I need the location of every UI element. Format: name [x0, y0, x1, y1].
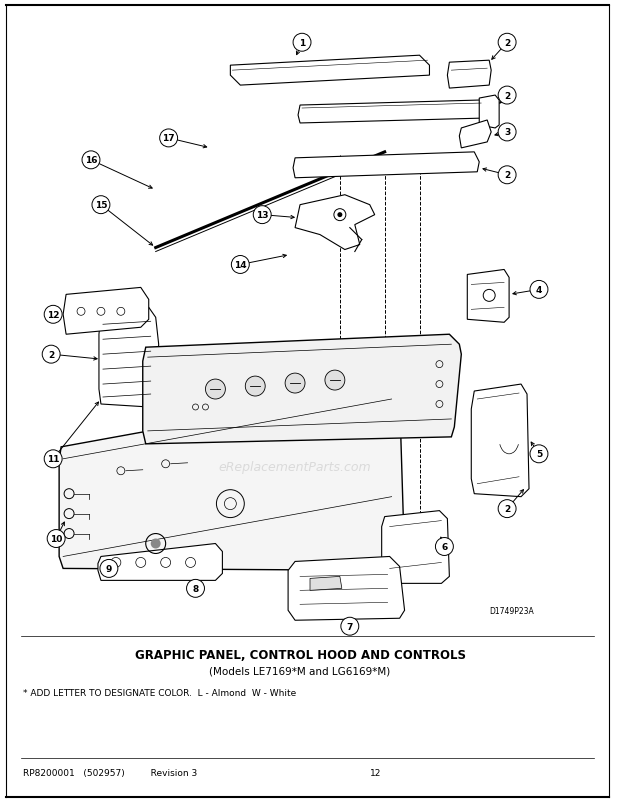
Circle shape: [44, 306, 62, 324]
Circle shape: [44, 450, 62, 468]
Polygon shape: [99, 308, 159, 407]
Text: 17: 17: [162, 134, 175, 143]
Circle shape: [205, 380, 226, 400]
Polygon shape: [382, 511, 450, 584]
Text: GRAPHIC PANEL, CONTROL HOOD AND CONTROLS: GRAPHIC PANEL, CONTROL HOOD AND CONTROLS: [135, 648, 466, 661]
Polygon shape: [98, 544, 223, 581]
Polygon shape: [298, 101, 487, 124]
Circle shape: [100, 560, 118, 577]
Text: D1749P23A: D1749P23A: [489, 606, 534, 616]
Polygon shape: [63, 288, 149, 335]
Text: 1: 1: [299, 39, 305, 47]
Circle shape: [435, 538, 453, 556]
Circle shape: [337, 213, 342, 218]
Polygon shape: [288, 556, 405, 621]
Polygon shape: [467, 270, 509, 323]
Text: 8: 8: [192, 584, 198, 593]
Circle shape: [47, 530, 65, 548]
Text: 12: 12: [370, 768, 381, 777]
Circle shape: [92, 197, 110, 214]
Circle shape: [187, 580, 205, 597]
Polygon shape: [143, 335, 461, 444]
Text: 2: 2: [504, 504, 510, 513]
Text: 2: 2: [504, 92, 510, 100]
Text: 9: 9: [106, 565, 112, 573]
Circle shape: [341, 618, 359, 635]
Polygon shape: [59, 388, 405, 571]
Polygon shape: [310, 577, 342, 591]
Polygon shape: [231, 56, 430, 86]
Circle shape: [42, 346, 60, 364]
Circle shape: [498, 35, 516, 52]
Circle shape: [253, 206, 271, 224]
Text: 15: 15: [95, 201, 107, 210]
Text: 13: 13: [256, 211, 268, 220]
Circle shape: [293, 35, 311, 52]
Text: eReplacementParts.com: eReplacementParts.com: [219, 461, 371, 474]
Text: 11: 11: [47, 454, 60, 463]
Circle shape: [231, 256, 249, 274]
Circle shape: [530, 446, 548, 463]
Polygon shape: [471, 385, 529, 497]
Polygon shape: [459, 120, 491, 149]
Circle shape: [498, 124, 516, 141]
Text: 7: 7: [347, 622, 353, 631]
Circle shape: [160, 130, 177, 148]
Text: 2: 2: [504, 171, 510, 180]
Circle shape: [246, 377, 265, 397]
Polygon shape: [448, 61, 491, 89]
Circle shape: [151, 539, 161, 548]
Circle shape: [82, 152, 100, 169]
Text: RP8200001   (502957)         Revision 3: RP8200001 (502957) Revision 3: [24, 768, 198, 777]
Polygon shape: [293, 153, 479, 178]
Circle shape: [498, 166, 516, 185]
Circle shape: [498, 87, 516, 105]
Circle shape: [285, 373, 305, 393]
Text: 4: 4: [536, 286, 542, 295]
Text: 12: 12: [47, 311, 60, 320]
Text: 5: 5: [536, 450, 542, 459]
Text: * ADD LETTER TO DESIGNATE COLOR.  L - Almond  W - White: * ADD LETTER TO DESIGNATE COLOR. L - Alm…: [24, 689, 296, 698]
Circle shape: [498, 500, 516, 518]
Text: 10: 10: [50, 534, 63, 544]
Text: 6: 6: [441, 542, 448, 552]
Text: 2: 2: [504, 39, 510, 47]
Text: 16: 16: [85, 156, 97, 165]
Circle shape: [325, 371, 345, 390]
Circle shape: [530, 281, 548, 299]
Text: (Models LE7169*M and LG6169*M): (Models LE7169*M and LG6169*M): [210, 665, 391, 675]
Text: 14: 14: [234, 261, 247, 270]
Polygon shape: [295, 195, 374, 251]
Text: 2: 2: [48, 350, 55, 359]
Polygon shape: [479, 96, 499, 128]
Text: 3: 3: [504, 128, 510, 137]
